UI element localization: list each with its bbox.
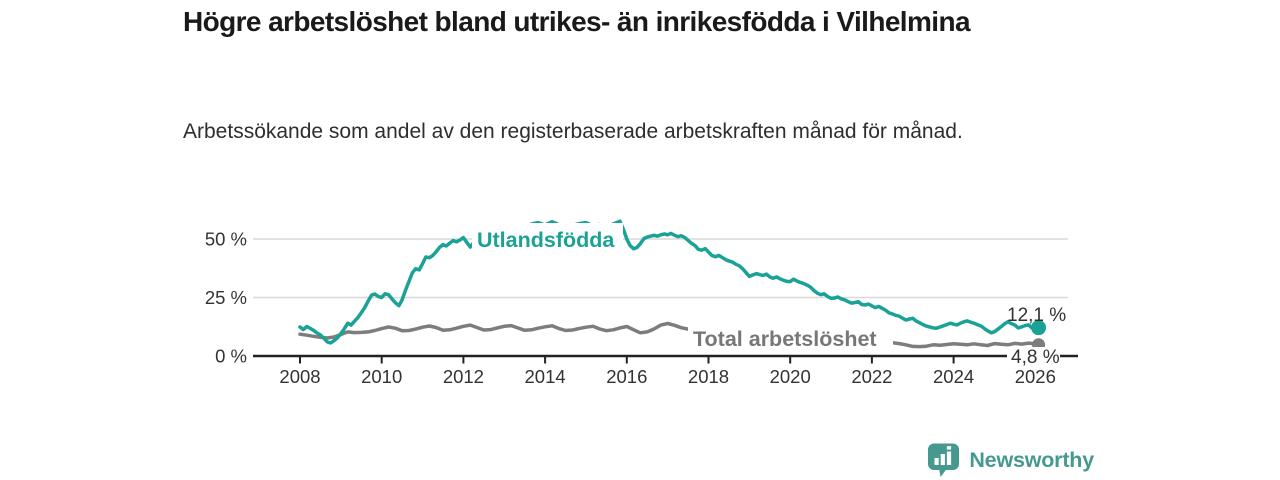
line-utlandsfodda bbox=[298, 219, 1041, 345]
x-tick-label-2010: 2010 bbox=[361, 366, 402, 387]
newsworthy-logo-icon bbox=[928, 443, 960, 477]
chart-title: Högre arbetslöshet bland utrikes- än inr… bbox=[183, 6, 971, 37]
series-label-mask-total bbox=[688, 321, 893, 352]
series-label-total-arbetsloshet: Total arbetslöshet bbox=[693, 327, 877, 351]
chart-subtitle: Arbetssökande som andel av den registerb… bbox=[183, 120, 963, 143]
end-dot-utlandsfodda bbox=[1031, 320, 1047, 336]
gridlines bbox=[253, 238, 1068, 299]
x-tick-label-2018: 2018 bbox=[688, 366, 729, 387]
series-label-mask-utlandsfodda bbox=[472, 223, 623, 254]
x-tick-label-2008: 2008 bbox=[279, 366, 320, 387]
x-tick-label-2024: 2024 bbox=[933, 366, 974, 387]
series-label-utlandsfodda: Utlandsfödda bbox=[477, 228, 615, 252]
x-tick-label-2026: 2026 bbox=[1015, 366, 1056, 387]
end-value-total: 4,8 % bbox=[1011, 347, 1060, 368]
brand-footer: Newsworthy bbox=[927, 442, 1094, 478]
brand-name: Newsworthy bbox=[969, 447, 1094, 472]
line-total-arbetsloshet bbox=[298, 321, 1041, 349]
x-tick-label-2022: 2022 bbox=[851, 366, 892, 387]
end-value-labels: 12,1 % 4,8 % bbox=[1007, 305, 1066, 368]
logo-bar-short bbox=[934, 457, 940, 465]
logo-bar-medium bbox=[941, 453, 946, 465]
y-tick-label-50: 50 % bbox=[205, 229, 247, 250]
logo-exclamation-dot bbox=[947, 445, 952, 450]
x-tick-label-2012: 2012 bbox=[443, 366, 484, 387]
y-axis-tick-labels: 0 % 25 % 50 % bbox=[205, 229, 247, 367]
end-value-utlandsfodda: 12,1 % bbox=[1007, 305, 1066, 326]
y-tick-label-25: 25 % bbox=[205, 287, 247, 308]
x-tick-label-2014: 2014 bbox=[525, 366, 566, 387]
x-axis bbox=[253, 354, 1078, 364]
y-tick-label-0: 0 % bbox=[215, 346, 247, 367]
x-axis-tick-labels: 2008 2010 2012 2014 2016 2018 2020 2022 2024 2026 bbox=[279, 366, 1055, 387]
x-tick-label-2016: 2016 bbox=[606, 366, 647, 387]
series-label-group: Utlandsfödda Total arbetslöshet bbox=[472, 223, 893, 352]
end-value-mask-total bbox=[1007, 347, 1060, 365]
series-lines bbox=[298, 219, 1041, 349]
x-tick-label-2020: 2020 bbox=[770, 366, 811, 387]
logo-bar-tall bbox=[947, 451, 952, 465]
